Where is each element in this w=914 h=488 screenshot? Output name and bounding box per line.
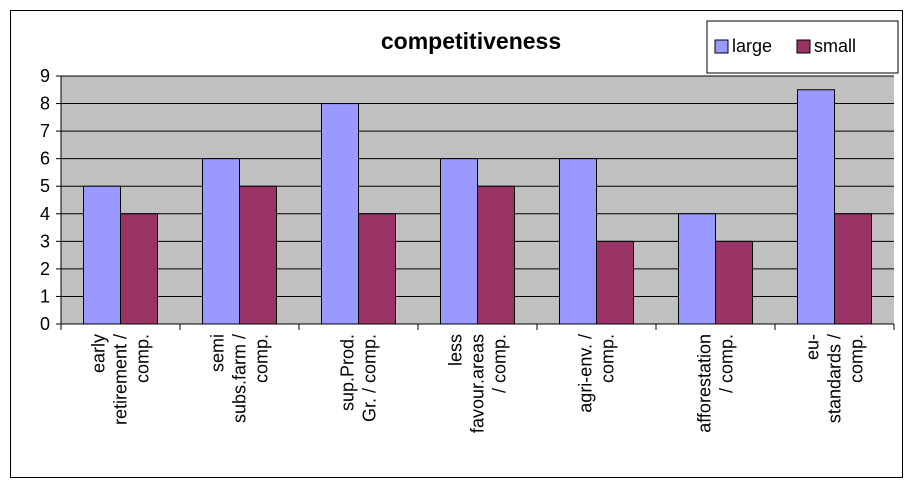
x-tick-label-line: semi — [208, 334, 228, 372]
bar-small — [596, 240, 634, 325]
bar-large — [83, 185, 121, 325]
x-tick-label: sup.Prod. Gr. / comp. — [338, 334, 380, 422]
y-tick-label: 1 — [40, 286, 50, 306]
legend-label-large: large — [732, 36, 772, 56]
y-tick-label: 0 — [40, 314, 50, 334]
x-tick-label-line: comp. — [847, 334, 867, 383]
x-tick-label-line: comp. — [133, 334, 153, 383]
bar-large — [797, 89, 835, 325]
x-tick-label-line: / comp. — [490, 334, 510, 393]
x-tick-label: early retirement / comp. — [89, 334, 153, 425]
bar-large — [559, 158, 597, 325]
bar-large — [440, 158, 478, 325]
chart-svg: competitiveness large small 0 1 2 3 4 5 6 7 8 9 ea… — [40, 20, 899, 433]
x-tick-label-line: less — [446, 334, 466, 366]
x-tick-label-line: subs.farm / — [230, 334, 250, 423]
bar-small — [477, 185, 515, 325]
y-tick-label: 6 — [40, 149, 50, 169]
bar-small — [358, 213, 396, 325]
bar-small — [239, 185, 277, 325]
bar-small — [120, 213, 158, 325]
y-tick-label: 3 — [40, 231, 50, 251]
bar-large — [202, 158, 240, 325]
y-tick-label: 7 — [40, 121, 50, 141]
y-tick-label: 9 — [40, 66, 50, 86]
x-tick-label: agri-env. / comp. — [576, 334, 618, 413]
x-tick-label-line: retirement / — [111, 334, 131, 425]
x-tick-label-line: favour.areas — [468, 334, 488, 433]
y-tick-label: 5 — [40, 176, 50, 196]
y-tick-label: 2 — [40, 259, 50, 279]
bar-large — [321, 103, 359, 325]
x-tick-label-line: afforestation — [695, 334, 715, 433]
x-tick-label: afforestation / comp. — [695, 334, 737, 433]
y-tick-label: 8 — [40, 94, 50, 114]
x-tick-label-line: / comp. — [717, 334, 737, 393]
bar-small — [834, 213, 872, 325]
legend-swatch-large — [714, 39, 729, 54]
legend-swatch-small — [796, 39, 811, 54]
x-tick-label-line: early — [89, 334, 109, 373]
y-tick-label: 4 — [40, 204, 50, 224]
x-tick-label-line: sup.Prod. — [338, 334, 358, 411]
x-tick-label-line: Gr. / comp. — [360, 334, 380, 422]
legend-label-small: small — [814, 36, 856, 56]
bar-large — [678, 213, 716, 325]
x-tick-label-line: standards / — [825, 334, 845, 423]
x-tick-label: eu-standards / comp. — [803, 334, 867, 423]
x-tick-label-line: comp. — [252, 334, 272, 383]
chart-title: competitiveness — [381, 28, 561, 54]
legend: large small — [706, 20, 899, 74]
x-tick-label-line: agri-env. / — [576, 334, 596, 413]
x-tick-label: semi subs.farm / comp. — [208, 334, 272, 423]
x-tick-label-line: eu- — [803, 334, 823, 360]
x-tick-label-line: comp. — [598, 334, 618, 383]
bar-small — [715, 240, 753, 325]
chart-frame: competitiveness large small 0 1 2 3 4 5 6 7 8 9 ea… — [10, 10, 903, 478]
x-tick-label: less favour.areas / comp. — [446, 334, 510, 433]
